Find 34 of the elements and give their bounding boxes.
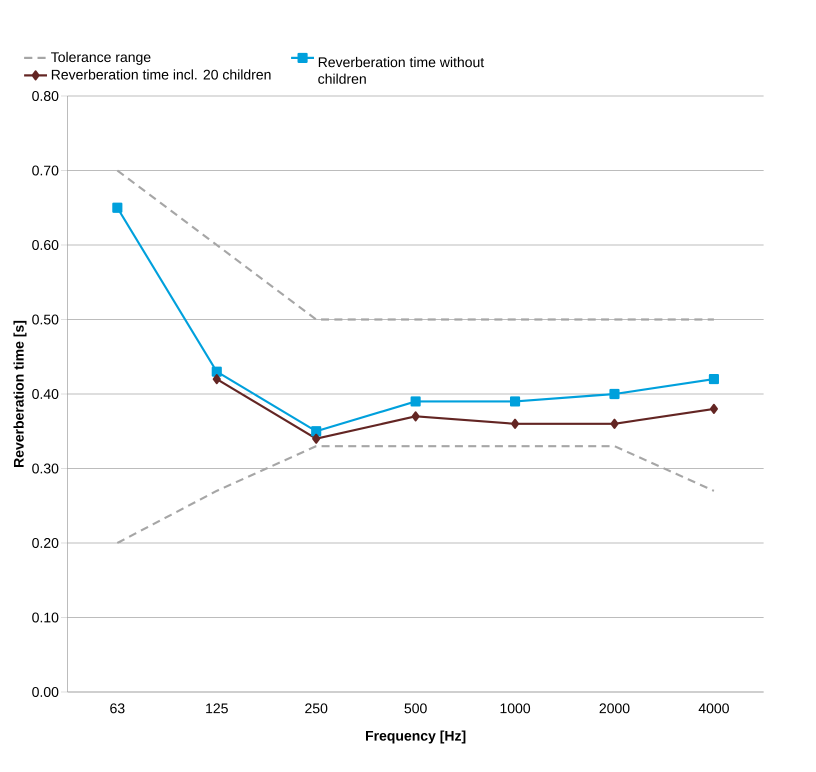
legend-label: Tolerance range: [51, 52, 150, 65]
y-tick-label: 0.80: [32, 91, 58, 101]
x-tick-label: 63: [110, 703, 125, 714]
point: [609, 388, 620, 400]
y-tick-label: 0.60: [32, 240, 58, 250]
point: [710, 404, 718, 414]
x-tick-label: 250: [305, 703, 328, 714]
y-axis-title: Reverberation time [s]: [13, 320, 27, 467]
point: [112, 202, 122, 213]
x-tick-label: 1000: [500, 703, 530, 714]
point: [311, 426, 322, 436]
y-tick-label: 0.30: [32, 464, 58, 474]
point: [610, 418, 619, 429]
legend-label: Reverberation time without children: [318, 56, 484, 84]
x-tick-label: 125: [206, 703, 228, 714]
y-tick-label: 0.10: [32, 612, 58, 622]
point: [708, 374, 719, 384]
point: [212, 374, 221, 384]
point: [412, 411, 420, 422]
point: [510, 396, 520, 407]
legend-label: Reverberation time incl. 20 children: [52, 69, 271, 80]
point: [212, 366, 222, 377]
y-tick-label: 0.40: [32, 389, 58, 399]
point: [410, 396, 421, 407]
x-tick-label: 500: [404, 703, 427, 714]
point: [510, 418, 520, 429]
y-tick-label: 0.70: [32, 166, 58, 176]
x-axis-title: Frequency [Hz]: [366, 730, 466, 744]
y-tick-label: 0.50: [32, 314, 58, 324]
point: [312, 434, 320, 444]
x-tick-label: 2000: [600, 703, 630, 714]
y-tick-label: 0.00: [32, 687, 58, 697]
y-tick-label: 0.20: [32, 538, 58, 548]
x-tick-label: 4000: [698, 703, 729, 714]
